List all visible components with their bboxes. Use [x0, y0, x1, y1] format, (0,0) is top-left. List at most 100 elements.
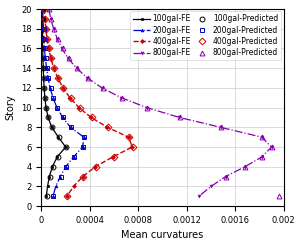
100gal-Predicted: [64, 146, 68, 149]
800gal-Predicted: [277, 195, 281, 198]
Line: 200gal-FE: 200gal-FE: [41, 8, 85, 198]
400gal-Predicted: [69, 96, 72, 99]
400gal-Predicted: [47, 47, 51, 50]
100gal-FE: [57, 136, 60, 139]
100gal-FE: [41, 47, 45, 50]
100gal-FE: [42, 77, 45, 79]
200gal-FE: [58, 175, 62, 178]
800gal-FE: [119, 96, 123, 99]
200gal-Predicted: [56, 106, 59, 109]
400gal-FE: [94, 165, 97, 168]
100gal-Predicted: [51, 126, 54, 129]
200gal-FE: [46, 77, 50, 79]
100gal-FE: [51, 165, 54, 168]
200gal-Predicted: [51, 195, 54, 198]
100gal-FE: [41, 27, 44, 30]
400gal-FE: [68, 96, 72, 99]
400gal-FE: [47, 47, 51, 50]
800gal-Predicted: [244, 165, 247, 168]
800gal-FE: [60, 47, 64, 50]
200gal-Predicted: [51, 96, 55, 99]
100gal-FE: [48, 175, 51, 178]
200gal-Predicted: [64, 165, 68, 168]
200gal-Predicted: [42, 37, 46, 40]
100gal-FE: [45, 195, 48, 198]
200gal-FE: [48, 86, 52, 89]
400gal-FE: [45, 37, 49, 40]
Line: 100gal-Predicted: 100gal-Predicted: [40, 7, 69, 199]
200gal-FE: [69, 126, 72, 129]
100gal-Predicted: [41, 37, 44, 40]
Y-axis label: Story: Story: [5, 95, 16, 121]
800gal-FE: [66, 57, 70, 60]
200gal-Predicted: [59, 175, 62, 178]
400gal-FE: [52, 67, 56, 70]
400gal-FE: [111, 155, 115, 158]
800gal-FE: [47, 8, 51, 11]
400gal-Predicted: [62, 86, 65, 89]
X-axis label: Mean curvatures: Mean curvatures: [121, 231, 204, 240]
800gal-FE: [243, 165, 247, 168]
400gal-Predicted: [43, 17, 47, 20]
800gal-FE: [224, 175, 227, 178]
800gal-Predicted: [61, 47, 64, 50]
800gal-Predicted: [261, 155, 264, 158]
800gal-FE: [49, 17, 53, 20]
800gal-FE: [270, 146, 273, 149]
200gal-Predicted: [41, 17, 45, 20]
100gal-Predicted: [47, 116, 50, 119]
800gal-Predicted: [101, 86, 104, 89]
200gal-FE: [61, 116, 64, 119]
100gal-FE: [44, 106, 48, 109]
100gal-Predicted: [41, 27, 44, 30]
400gal-Predicted: [45, 37, 49, 40]
400gal-FE: [130, 146, 134, 149]
400gal-FE: [61, 86, 65, 89]
100gal-Predicted: [42, 67, 45, 70]
800gal-Predicted: [146, 106, 149, 109]
400gal-Predicted: [131, 146, 135, 149]
100gal-Predicted: [51, 165, 54, 168]
400gal-FE: [49, 57, 53, 60]
800gal-Predicted: [75, 67, 79, 70]
800gal-Predicted: [86, 77, 90, 79]
400gal-Predicted: [106, 126, 110, 129]
400gal-FE: [106, 126, 109, 129]
200gal-FE: [55, 106, 59, 109]
100gal-Predicted: [45, 106, 48, 109]
400gal-FE: [56, 77, 60, 79]
800gal-Predicted: [219, 126, 223, 129]
400gal-Predicted: [42, 8, 46, 11]
100gal-Predicted: [45, 195, 48, 198]
200gal-FE: [42, 27, 45, 30]
400gal-Predicted: [112, 155, 115, 158]
800gal-Predicted: [120, 96, 124, 99]
800gal-FE: [145, 106, 149, 109]
800gal-FE: [260, 136, 264, 139]
800gal-FE: [55, 37, 59, 40]
400gal-Predicted: [78, 106, 81, 109]
100gal-Predicted: [40, 8, 44, 11]
100gal-Predicted: [41, 57, 45, 60]
100gal-FE: [41, 37, 44, 40]
400gal-Predicted: [44, 27, 48, 30]
Line: 400gal-FE: 400gal-FE: [43, 8, 134, 198]
200gal-FE: [41, 17, 45, 20]
200gal-FE: [82, 136, 86, 139]
800gal-Predicted: [49, 17, 53, 20]
200gal-Predicted: [49, 86, 52, 89]
200gal-Predicted: [45, 67, 48, 70]
Line: 800gal-FE: 800gal-FE: [47, 8, 273, 198]
200gal-Predicted: [69, 126, 73, 129]
100gal-FE: [46, 116, 50, 119]
200gal-Predicted: [41, 8, 45, 11]
200gal-FE: [51, 195, 55, 198]
200gal-FE: [42, 37, 46, 40]
100gal-Predicted: [42, 77, 46, 79]
100gal-FE: [64, 146, 67, 149]
100gal-FE: [50, 126, 54, 129]
400gal-Predicted: [66, 195, 69, 198]
100gal-FE: [40, 8, 44, 11]
800gal-Predicted: [224, 175, 228, 178]
400gal-FE: [89, 116, 93, 119]
